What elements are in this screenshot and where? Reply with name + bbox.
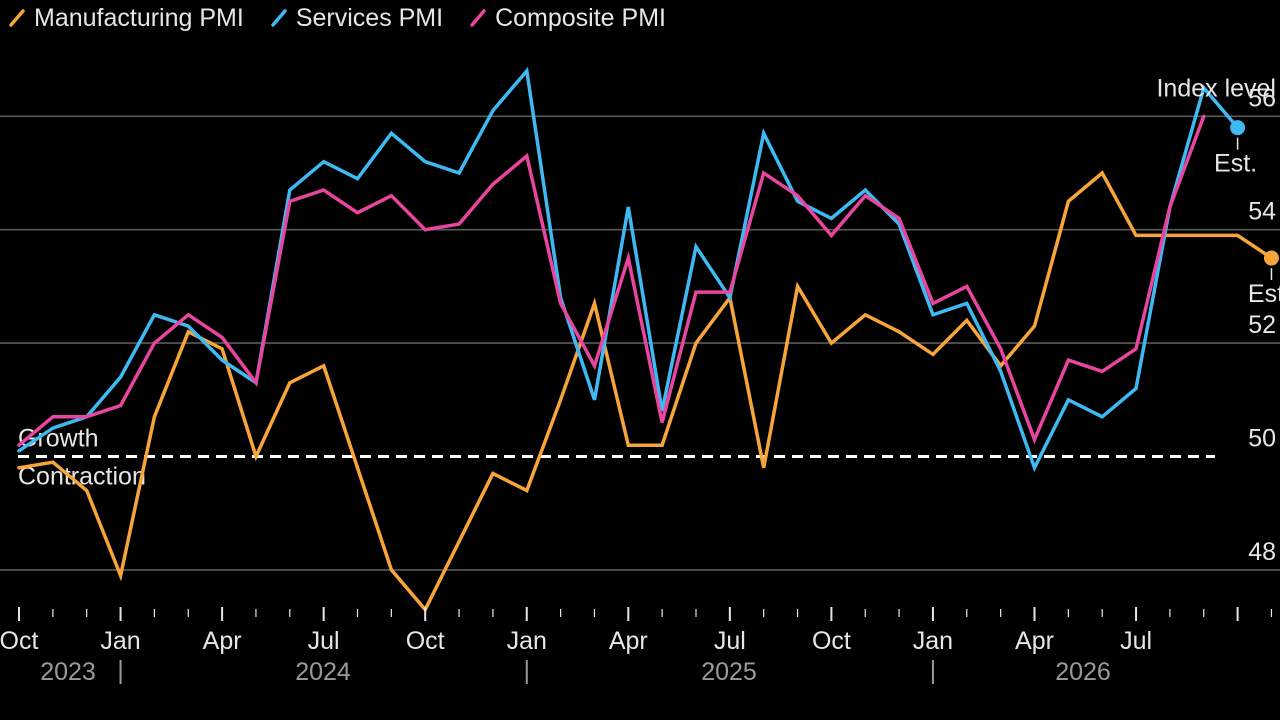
legend-item-composite[interactable]: Composite PMI [469, 4, 666, 33]
x-axis: Oct Jan Apr Jul Oct Jan Apr Jul Oct Jan Apr Jul 2023… [0, 607, 1273, 686]
y-tick-label: 48 [1248, 538, 1276, 566]
series-group: Est. Est. [17, 66, 1280, 613]
y-axis-title: Index level [1156, 74, 1276, 102]
y-tick-label: 52 [1248, 311, 1276, 339]
slash-swatch-icon [470, 9, 486, 27]
x-tick-label: Oct [406, 627, 445, 655]
x-tick-label: Apr [203, 627, 242, 655]
estimate-marker [1263, 250, 1279, 266]
x-tick-label: Apr [609, 627, 648, 655]
x-tick-label: Oct [0, 627, 38, 655]
x-tick-label: Oct [812, 627, 851, 655]
slash-swatch-icon [271, 9, 287, 27]
x-tick-label: Jan [913, 627, 953, 655]
legend-label-composite: Composite PMI [495, 3, 666, 32]
x-tick-label: Jul [1120, 627, 1152, 655]
legend-item-services[interactable]: Services PMI [270, 4, 443, 33]
year-label: 2023 [40, 658, 96, 686]
year-label: 2025 [701, 658, 757, 686]
series-line-2 [17, 114, 1206, 447]
y-tick-label: 50 [1248, 425, 1276, 453]
estimate-marker [1230, 120, 1246, 136]
y-tick-label: 56 [1248, 84, 1276, 112]
legend-label-services: Services PMI [295, 3, 444, 32]
legend: Manufacturing PMI Services PMI Composite… [8, 2, 666, 34]
estimate-label: Est. [1248, 280, 1280, 308]
year-label: 2026 [1055, 658, 1111, 686]
growth-label: Growth [18, 425, 99, 453]
estimate-label: Est. [1214, 150, 1257, 178]
series-line-0 [17, 170, 1274, 613]
x-tick-label: Jul [308, 627, 340, 655]
x-tick-label: Jul [714, 627, 746, 655]
legend-label-manufacturing: Manufacturing PMI [34, 3, 244, 32]
year-label: 2024 [295, 658, 351, 686]
x-tick-label: Jan [507, 627, 547, 655]
slash-swatch-icon [9, 9, 25, 27]
x-tick-label: Jan [100, 627, 140, 655]
legend-item-manufacturing[interactable]: Manufacturing PMI [8, 4, 244, 33]
y-tick-label: 54 [1248, 198, 1276, 226]
x-tick-label: Apr [1015, 627, 1054, 655]
series-line-1 [17, 66, 1240, 473]
